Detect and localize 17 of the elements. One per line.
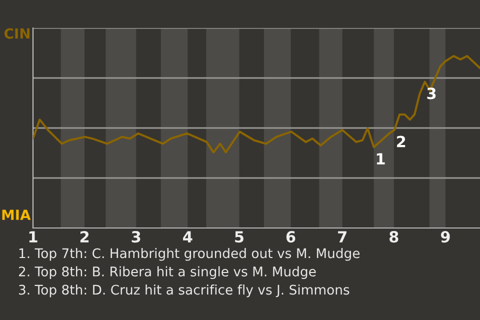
annotation: 1 [376, 153, 385, 164]
x-tick-label: 3 [132, 231, 140, 243]
x-tick-label: 1 [29, 231, 38, 242]
x-tick-label: 4 [183, 231, 192, 242]
x-tick-label: 5 [235, 231, 244, 243]
text: CIN [4, 28, 30, 39]
text: 2. Top 8th: B. Ribera hit a single vs M. Mudge [18, 266, 316, 280]
annotation: 3 [427, 88, 436, 100]
x-tick-label: 9 [440, 231, 450, 243]
x-tick-label: 7 [338, 231, 346, 242]
x-tick-label: 2 [80, 231, 89, 242]
text: MIA [2, 210, 31, 220]
text: 1. Top 7th: C. Hambright grounded out vs M. Mudge [19, 248, 360, 261]
annotation: 2 [397, 136, 406, 148]
text: 3. Top 8th: D. Cruz hit a sacrifice fly vs J. Simmons [19, 284, 350, 298]
x-tick-label: 6 [286, 231, 296, 243]
x-tick-label: 8 [390, 231, 398, 243]
